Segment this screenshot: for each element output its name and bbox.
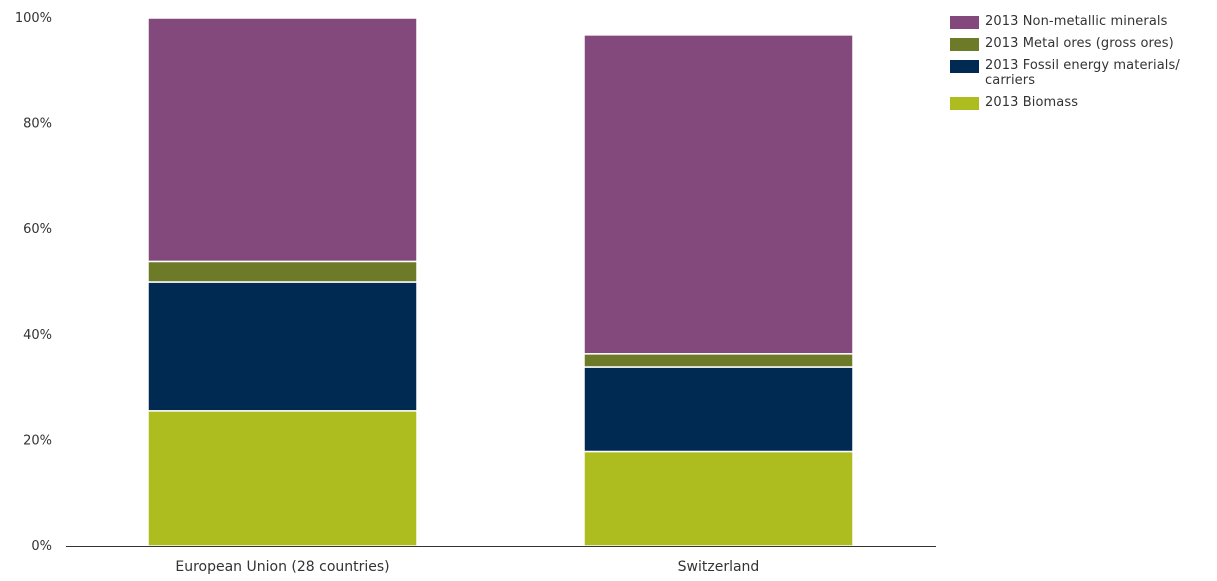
y-tick-label: 0% — [31, 539, 52, 554]
x-tick-label: European Union (28 countries) — [175, 559, 389, 575]
legend-item[interactable]: 2013 Biomass — [950, 95, 1212, 110]
legend-swatch — [950, 16, 979, 29]
bar-segment[interactable] — [583, 366, 854, 453]
legend-item[interactable]: 2013 Non-metallic minerals — [950, 14, 1212, 29]
legend-item[interactable]: 2013 Fossil energy materials/ carriers — [950, 58, 1212, 88]
bar-segment[interactable] — [147, 17, 418, 263]
bar-segment[interactable] — [147, 260, 418, 283]
chart-plot-area: 0% 20% 40% 60% 80% 100% European Union (28 cou… — [15, 11, 936, 575]
y-tick-label: 40% — [23, 328, 52, 343]
legend-swatch — [950, 38, 979, 51]
bar-segment[interactable] — [583, 353, 854, 368]
bar-segment[interactable] — [583, 450, 854, 547]
y-tick-label: 100% — [15, 11, 52, 26]
legend-label: 2013 Fossil energy materials/ carriers — [985, 58, 1180, 88]
bar-segment[interactable] — [147, 410, 418, 547]
legend-swatch — [950, 97, 979, 110]
y-tick-label: 80% — [23, 117, 52, 132]
y-tick-label: 20% — [23, 433, 52, 448]
bar-segment[interactable] — [583, 34, 854, 355]
legend-label: 2013 Metal ores (gross ores) — [985, 36, 1174, 51]
chart-legend: 2013 Non-metallic minerals 2013 Metal ore… — [950, 14, 1212, 117]
legend-label: 2013 Non-metallic minerals — [985, 14, 1168, 29]
legend-swatch — [950, 60, 979, 73]
x-tick-label: Switzerland — [678, 559, 760, 575]
legend-item[interactable]: 2013 Metal ores (gross ores) — [950, 36, 1212, 51]
bar-segment[interactable] — [147, 281, 418, 412]
y-tick-label: 60% — [23, 222, 52, 237]
legend-label: 2013 Biomass — [985, 95, 1079, 110]
